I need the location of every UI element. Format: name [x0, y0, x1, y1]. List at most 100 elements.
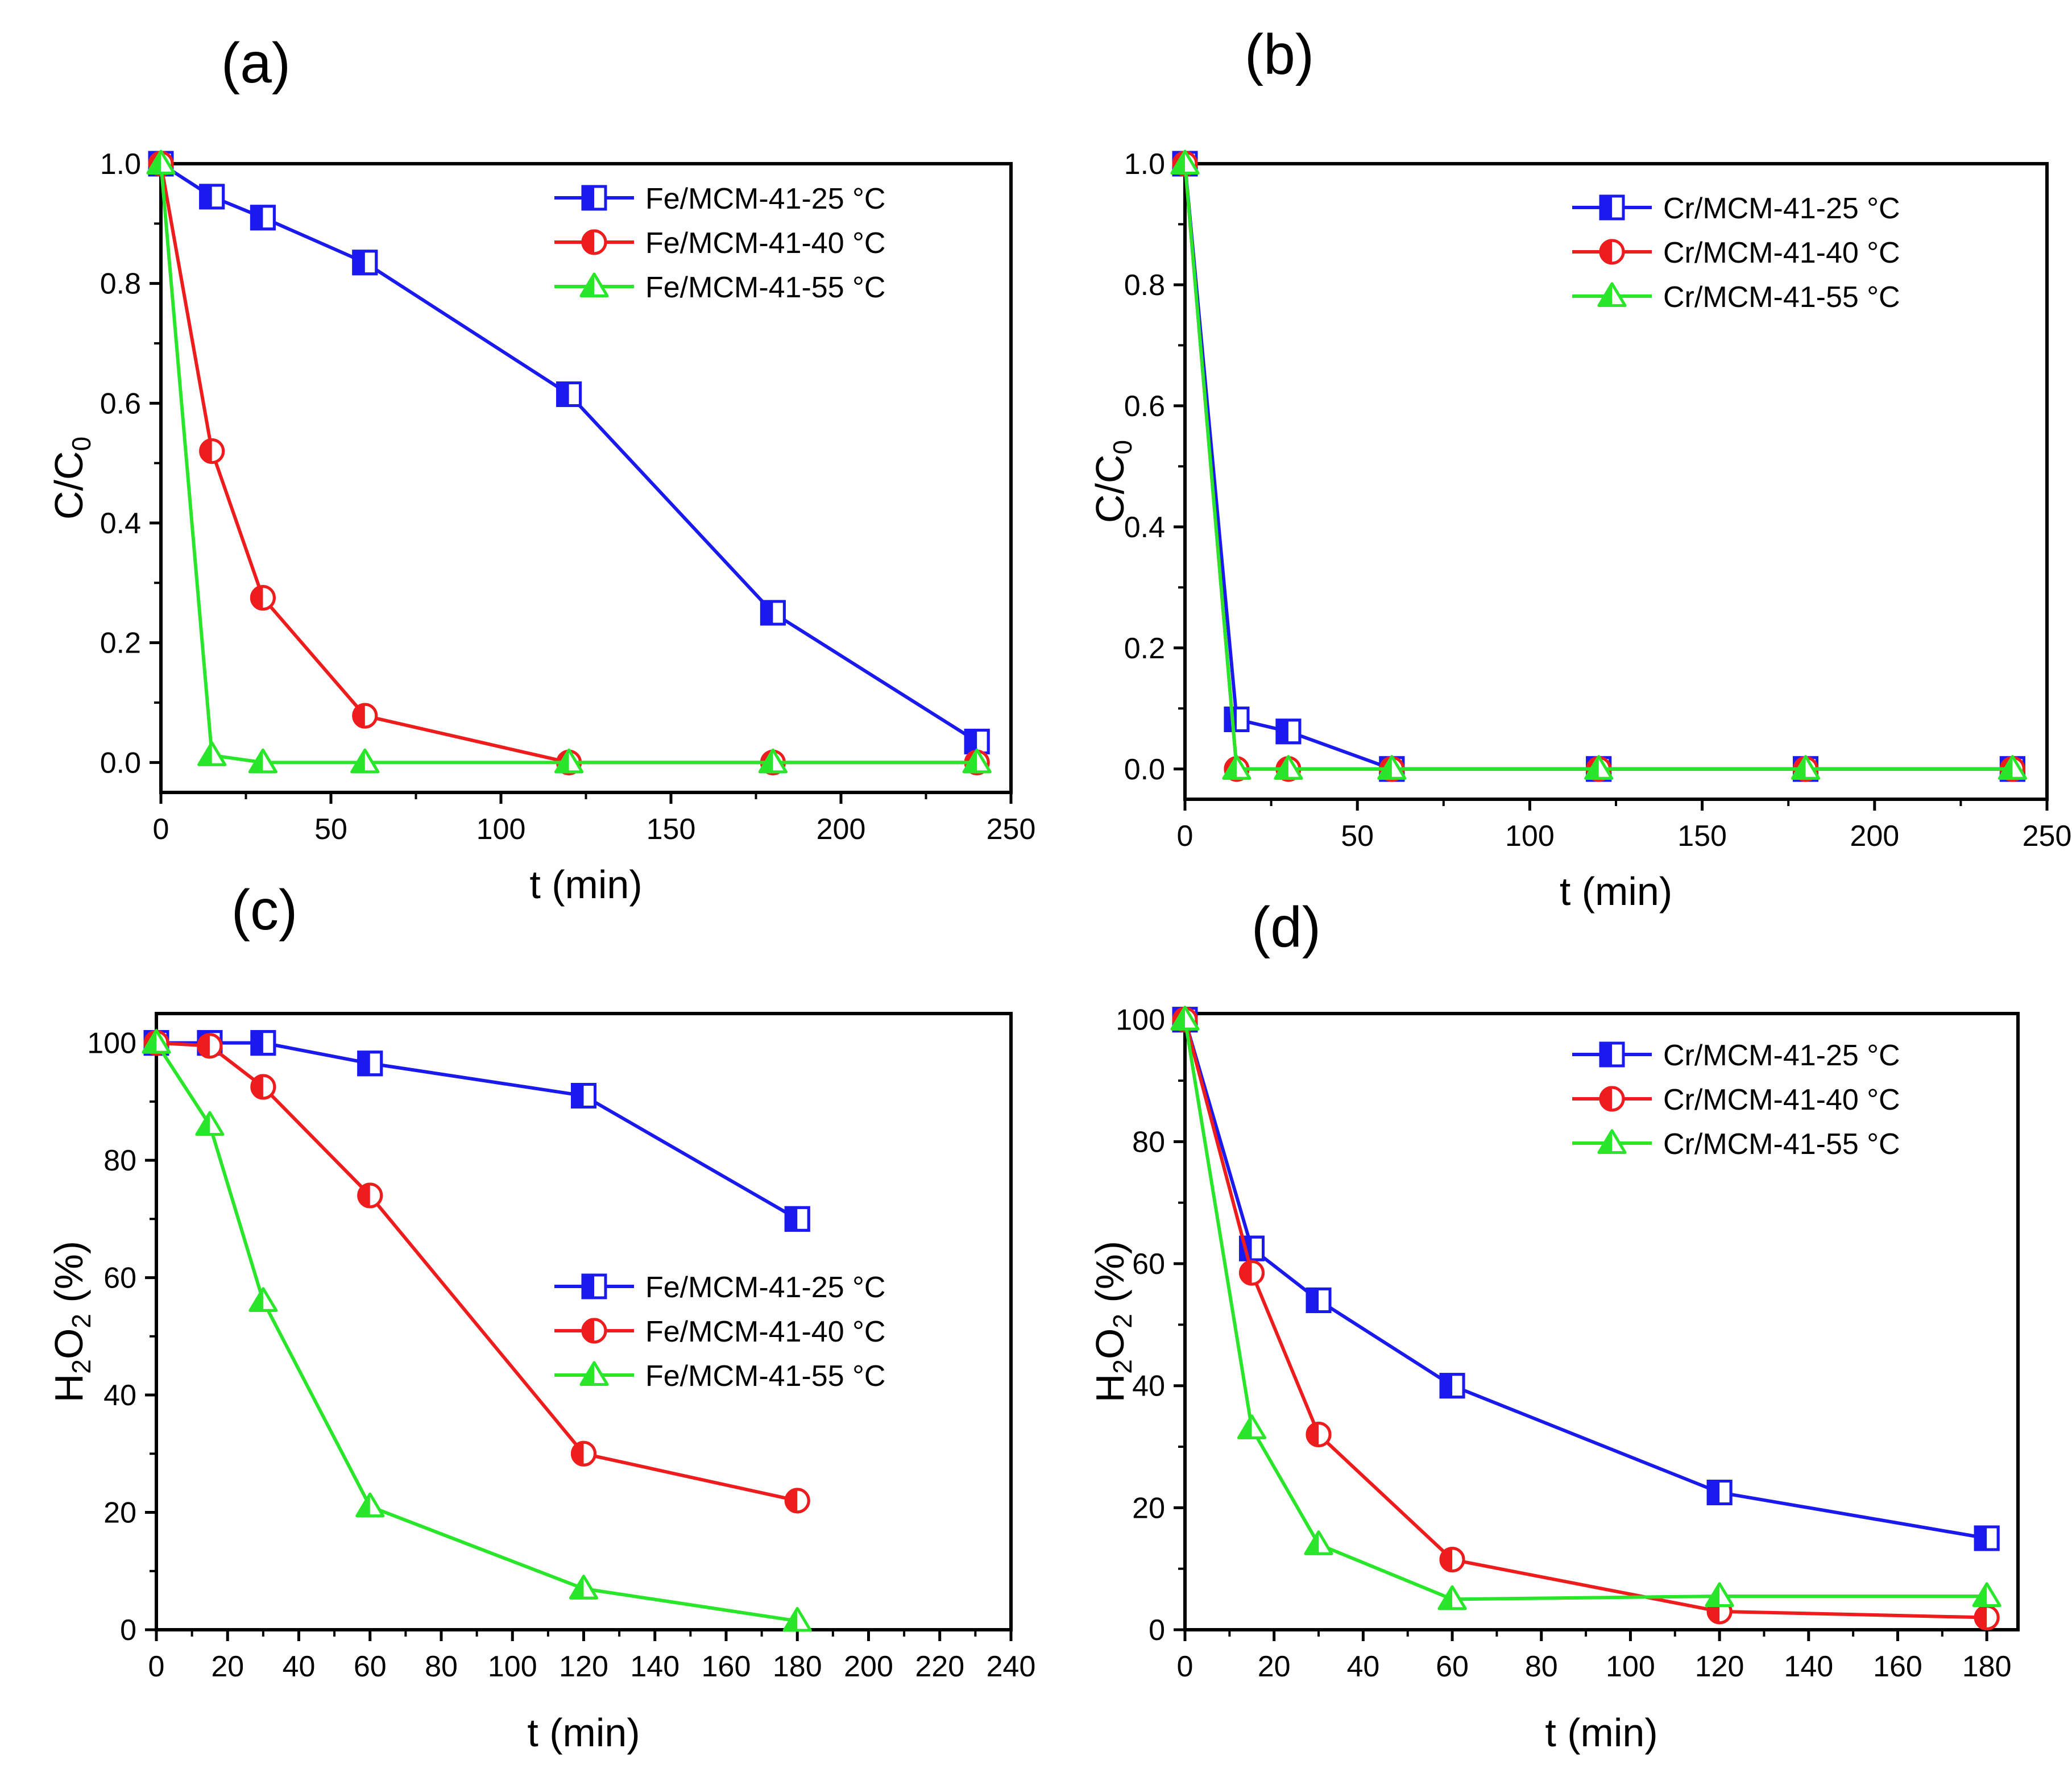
data-point-square	[250, 1030, 276, 1056]
y-tick-label: 0.6	[1124, 390, 1165, 423]
legend-marker-triangle	[579, 1361, 609, 1386]
x-tick-label: 20	[211, 1650, 244, 1683]
panel-b-label: (b)	[1245, 23, 1314, 86]
x-tick-label: 120	[559, 1650, 608, 1683]
legend-marker-circle	[1599, 1086, 1625, 1112]
data-point-square	[199, 184, 225, 210]
data-point-circle	[199, 438, 225, 464]
y-tick-label: 0.8	[100, 268, 141, 301]
panel-d: (d) 0 20 40 60 80 100 120 140 160 180 0 20 40 60 80 100…	[1088, 895, 2020, 1755]
data-point-circle	[352, 703, 378, 729]
y-tick-label: 60	[1132, 1248, 1165, 1281]
y-tick-label: 0.6	[100, 387, 141, 420]
data-point-triangle	[248, 1287, 278, 1312]
y-tick-label: 40	[1132, 1370, 1165, 1403]
x-tick-label: 40	[283, 1650, 316, 1683]
x-axis-title: t (min)	[1545, 1710, 1657, 1755]
data-point-triangle	[1377, 755, 1407, 780]
legend-marker-square	[1599, 194, 1625, 221]
y-title-subscript: 2	[1108, 1359, 1137, 1374]
y-title-subscript: 0	[1108, 440, 1137, 455]
y-tick-label: 80	[103, 1144, 136, 1177]
y-title-subscript-2: 2	[67, 1314, 96, 1328]
x-tick-label: 0	[148, 1650, 165, 1683]
data-point-triangle	[1237, 1414, 1267, 1439]
data-point-triangle	[1274, 755, 1303, 780]
series-line	[1183, 1019, 1987, 1601]
data-point-square	[250, 205, 276, 231]
y-tick-label: 0.4	[100, 507, 141, 540]
x-tick-label: 0	[153, 813, 169, 846]
legend-label: Cr/MCM-41-40 °C	[1663, 1083, 1900, 1116]
y-tick-label: 20	[103, 1497, 136, 1530]
x-tick-label: 200	[817, 813, 866, 846]
y-title-main: H	[1088, 1374, 1132, 1403]
x-tick-label: 100	[1606, 1650, 1655, 1683]
legend-label: Fe/MCM-41-55 °C	[645, 271, 885, 304]
x-tick-label: 0	[1177, 820, 1194, 853]
plot-frame	[1183, 1012, 2020, 1631]
x-tick-label: 80	[1525, 1650, 1558, 1683]
series-line	[1183, 1019, 1987, 1540]
y-tick-label: 1.0	[100, 148, 141, 181]
panel-c: (c) 0 20 40 60 80 100 120 140 160 180 200 220 240020…	[47, 878, 1035, 1755]
data-point-triangle	[195, 1111, 225, 1136]
legend-marker-square	[1599, 1041, 1625, 1068]
y-tick-label: 80	[1132, 1126, 1165, 1159]
x-tick-label: 100	[488, 1650, 537, 1683]
x-tick-label: 0	[1177, 1650, 1194, 1683]
x-tick-label: 50	[1341, 820, 1374, 853]
legend-label: Cr/MCM-41-25 °C	[1663, 1039, 1900, 1072]
data-point-circle	[784, 1488, 810, 1514]
data-point-triangle	[355, 1492, 385, 1518]
data-point-square	[571, 1083, 596, 1109]
y-axis-title: C/C0	[47, 437, 96, 520]
x-tick-label: 150	[1677, 820, 1727, 853]
x-tick-label: 20	[1258, 1650, 1291, 1683]
y-tick-label: 1.0	[1124, 148, 1165, 181]
x-tick-label: 80	[425, 1650, 458, 1683]
x-tick-label: 120	[1695, 1650, 1744, 1683]
y-title-tail: (%)	[1088, 1241, 1132, 1314]
legend-label: Fe/MCM-41-40 °C	[645, 1315, 885, 1348]
legend-label: Fe/MCM-41-25 °C	[645, 1271, 885, 1304]
x-axis-title: t (min)	[529, 862, 642, 907]
panel-d-label: (d)	[1252, 895, 1321, 959]
y-tick-label: 0.4	[1124, 511, 1165, 544]
legend-label: Cr/MCM-41-25 °C	[1663, 192, 1900, 225]
series-3	[146, 150, 992, 774]
x-tick-label: 200	[1850, 820, 1899, 853]
data-point-triangle	[758, 748, 788, 774]
x-tick-label: 60	[1436, 1650, 1469, 1683]
data-point-square	[352, 250, 378, 276]
x-tick-label: 180	[773, 1650, 822, 1683]
data-point-square	[357, 1050, 383, 1077]
legend-marker-square	[581, 185, 607, 211]
data-point-square	[1239, 1235, 1265, 1261]
x-tick-label: 40	[1346, 1650, 1379, 1683]
x-tick-label: 240	[987, 1650, 1036, 1683]
panel-a: (a) 0 50 100 150 200 250 0.0 0.2 0.4 0.6 0.8 1.0 t (…	[47, 31, 1035, 907]
legend-marker-triangle	[579, 272, 609, 297]
x-tick-label: 250	[2023, 820, 2072, 853]
y-title-subscript: 2	[67, 1359, 96, 1374]
y-tick-label: 20	[1132, 1492, 1165, 1525]
data-point-triangle	[554, 748, 584, 774]
data-point-square	[1275, 719, 1302, 745]
legend-marker-square	[581, 1273, 607, 1299]
legend: Fe/MCM-41-25 °C Fe/MCM-41-40 °C Fe/MCM-41-…	[554, 182, 885, 304]
data-point-circle	[250, 1074, 276, 1100]
x-tick-label: 150	[647, 813, 696, 846]
data-point-triangle	[350, 748, 380, 774]
data-point-circle	[571, 1440, 596, 1467]
legend-marker-circle	[1599, 239, 1625, 265]
legend-label: Cr/MCM-41-55 °C	[1663, 281, 1900, 314]
y-tick-label: 60	[103, 1262, 136, 1295]
x-tick-label: 50	[314, 813, 347, 846]
data-point-square	[556, 381, 582, 408]
data-point-triangle	[1584, 755, 1614, 780]
y-tick-label: 0	[1149, 1614, 1165, 1647]
data-point-square	[760, 600, 786, 626]
